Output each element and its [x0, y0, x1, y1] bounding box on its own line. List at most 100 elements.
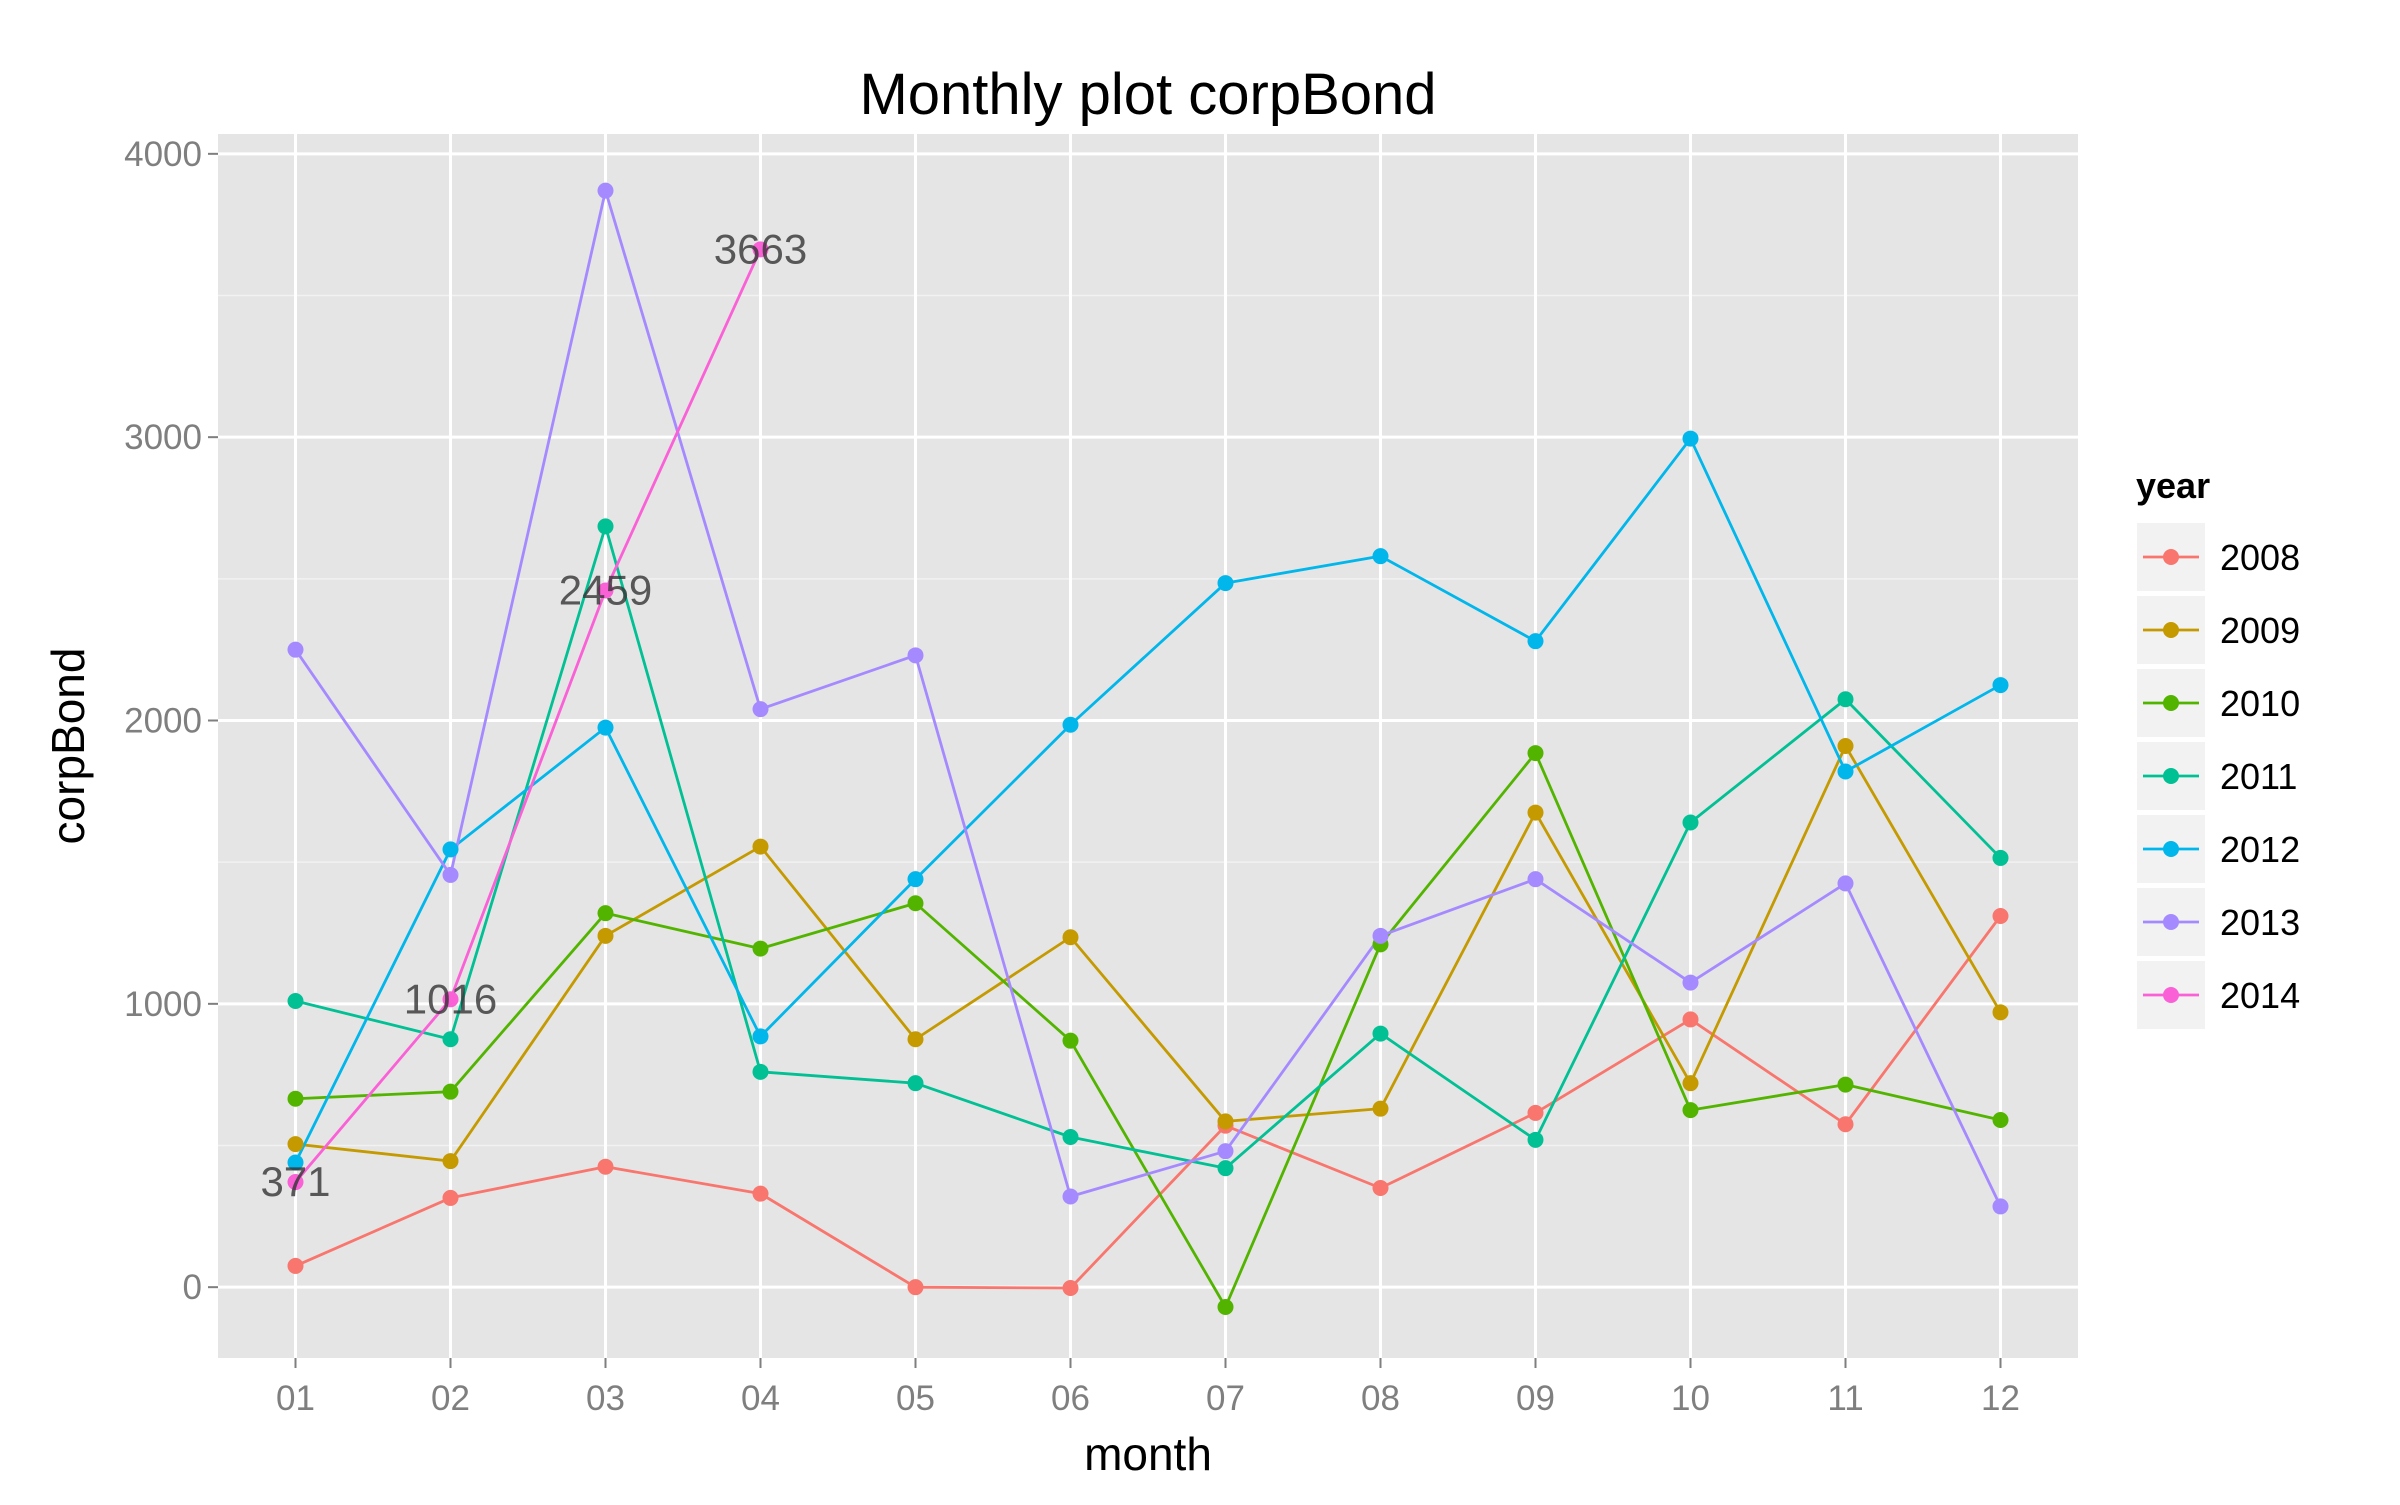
data-point-2008: [1062, 1280, 1079, 1297]
data-point-2009: [1837, 738, 1854, 754]
data-point-2011: [1217, 1160, 1234, 1177]
y-tick-label: 0: [183, 1268, 202, 1307]
legend-item-2013: 2013: [2135, 886, 2300, 958]
legend-key-point: [2163, 622, 2179, 638]
data-point-2013: [1527, 871, 1544, 888]
legend-item-2009: 2009: [2135, 594, 2300, 666]
data-point-2010: [1062, 1032, 1079, 1049]
data-point-2010: [752, 940, 769, 957]
x-tick-label: 03: [586, 1379, 625, 1418]
data-point-2014: [752, 241, 769, 258]
data-point-2014: [287, 1174, 304, 1191]
legend-item-2014: 2014: [2135, 959, 2300, 1031]
x-axis-label: month: [1084, 1428, 1212, 1480]
x-tick-label: 06: [1051, 1379, 1090, 1418]
data-point-2012: [287, 1154, 304, 1171]
data-point-2011: [1372, 1025, 1389, 1042]
series-line-2012: [294, 437, 2002, 1164]
data-label: 3663: [714, 225, 807, 272]
data-point-2013: [1682, 974, 1699, 991]
data-point-2008: [1527, 1104, 1544, 1121]
data-point-2013: [752, 701, 769, 718]
data-point-2013: [597, 182, 614, 199]
x-tick-label: 04: [741, 1379, 780, 1418]
data-point-2013: [287, 641, 304, 658]
data-point-2014: [442, 991, 459, 1008]
data-point-2013: [1837, 875, 1854, 892]
data-point-2010: [1527, 745, 1544, 762]
x-tick-label: 09: [1516, 1379, 1555, 1418]
legend-item-2010: 2010: [2135, 667, 2300, 739]
legend-item-2011: 2011: [2135, 740, 2297, 812]
data-point-2013: [1062, 1188, 1079, 1205]
data-point-2009: [1992, 1004, 2009, 1021]
data-point-2012: [1682, 430, 1699, 447]
data-label: 371: [260, 1158, 330, 1205]
data-point-2009: [287, 1136, 304, 1153]
x-tick-label: 12: [1981, 1379, 2020, 1418]
data-point-2010: [1837, 1076, 1854, 1093]
data-point-2008: [287, 1257, 304, 1274]
legend-item-2008: 2008: [2135, 521, 2300, 593]
data-point-2012: [907, 871, 924, 888]
legend-label: 2009: [2220, 610, 2300, 651]
y-tick-label: 3000: [124, 418, 202, 457]
legend-key-point: [2163, 768, 2179, 784]
data-point-2012: [597, 719, 614, 736]
data-point-2008: [597, 1158, 614, 1175]
data-point-2011: [1837, 691, 1854, 708]
series-line-2013: [294, 189, 2002, 1208]
data-point-2010: [1992, 1112, 2009, 1128]
x-tick-label: 11: [1827, 1379, 1863, 1418]
series-line-2014: [294, 248, 762, 1183]
legend-key-point: [2163, 987, 2179, 1003]
x-axis: 01 02 03 04 05 06 07 08 09 10 11 12: [276, 1358, 2020, 1418]
x-tick-label: 07: [1206, 1379, 1245, 1418]
data-point-2011: [1992, 849, 2009, 866]
data-point-2011: [752, 1063, 769, 1080]
x-tick-label: 02: [431, 1379, 470, 1418]
data-point-2009: [1682, 1075, 1699, 1092]
data-point-2012: [1837, 763, 1854, 780]
legend-label: 2011: [2220, 756, 2297, 797]
data-point-2010: [1217, 1299, 1234, 1315]
data-point-2008: [1372, 1180, 1389, 1196]
data-point-2013: [1372, 927, 1389, 944]
x-tick-label: 05: [896, 1379, 935, 1418]
legend-label: 2010: [2220, 683, 2300, 724]
x-tick-label: 01: [276, 1379, 315, 1418]
data-point-2010: [907, 895, 924, 912]
data-point-2011: [1062, 1129, 1079, 1145]
data-point-2011: [442, 1031, 459, 1048]
legend: year 2008 2009 2010 2011 2012 2013 2014: [2135, 465, 2300, 1031]
legend-item-2012: 2012: [2135, 813, 2300, 885]
legend-title: year: [2136, 465, 2210, 506]
x-tick-label: 08: [1361, 1379, 1400, 1418]
series-points: [287, 182, 2009, 1315]
minor-gridlines: [218, 294, 2078, 1147]
x-tick-label: 10: [1671, 1379, 1710, 1418]
data-point-2008: [752, 1185, 769, 1202]
legend-key-point: [2163, 549, 2179, 565]
data-point-2009: [442, 1153, 459, 1170]
data-point-2012: [752, 1028, 769, 1045]
data-point-2011: [907, 1075, 924, 1092]
data-point-2011: [1527, 1131, 1544, 1148]
chart-title: Monthly plot corpBond: [859, 62, 1436, 127]
y-axis-label: corpBond: [42, 648, 94, 845]
data-point-2009: [1217, 1113, 1234, 1130]
data-point-2009: [597, 927, 614, 944]
data-point-2008: [907, 1279, 924, 1296]
legend-key-point: [2163, 695, 2179, 711]
series-line-2011: [295, 525, 2002, 1170]
data-point-2013: [442, 866, 459, 883]
data-point-2012: [1372, 548, 1389, 565]
data-label: 1016: [404, 975, 497, 1022]
data-point-2012: [1217, 575, 1234, 592]
data-label: 2459: [559, 566, 652, 613]
series-line-2009: [295, 744, 2002, 1163]
data-point-2011: [597, 518, 614, 535]
y-axis: 0 1000 2000 3000 4000: [124, 135, 218, 1307]
